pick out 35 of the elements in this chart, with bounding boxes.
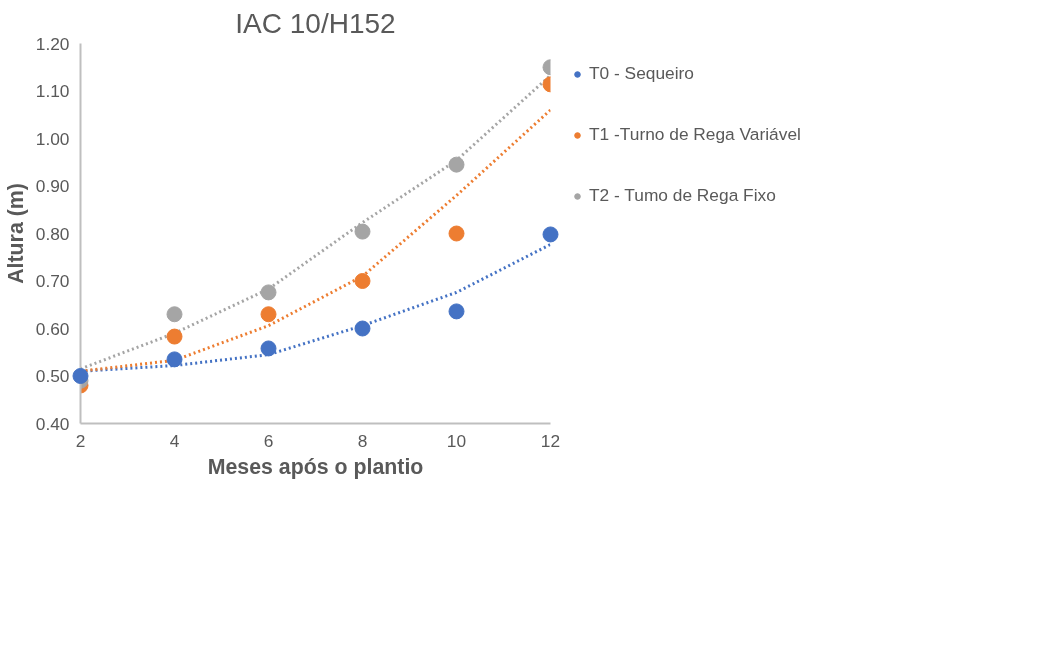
point (166, 328, 183, 345)
point (72, 368, 89, 384)
y-tick-label: 0.80 (35, 223, 70, 244)
legend-label: T0 - Sequeiro (589, 63, 694, 84)
y-tick-label: 1.20 (35, 33, 70, 54)
x-tick-label: 10 (446, 430, 467, 451)
x-tick-label: 8 (357, 430, 368, 451)
point (166, 351, 183, 368)
point (260, 340, 277, 357)
point (354, 223, 371, 240)
legend-label: T2 - Tumo de Rega Fixo (589, 185, 776, 206)
y-tick-label: 0.50 (35, 366, 70, 386)
y-tick-label: 0.70 (35, 271, 70, 291)
y-tick-label: 0.40 (35, 413, 70, 434)
y-tick-label: 1.10 (35, 81, 70, 101)
y-tick-label: 0.60 (35, 318, 70, 339)
y-tick-label: 1.00 (35, 128, 70, 149)
point (354, 273, 371, 289)
x-tick-label: 4 (169, 430, 180, 451)
legend-label: T1 -Turno de Rega Variável (589, 124, 801, 145)
x-axis-title: Meses após o plantio (207, 454, 424, 479)
point (354, 320, 371, 337)
point (448, 156, 465, 173)
x-tick-label: 2 (75, 430, 86, 451)
point (448, 225, 465, 242)
point (166, 306, 183, 323)
x-tick-label: 6 (263, 430, 274, 451)
point (448, 303, 465, 320)
chart-title: IAC 10/H152 (235, 7, 396, 39)
y-tick-label: 0.90 (35, 176, 70, 196)
point (542, 226, 559, 243)
point (260, 284, 277, 301)
x-tick-label: 12 (540, 430, 561, 451)
y-axis-title: Altura (m) (3, 183, 28, 284)
point (260, 306, 277, 323)
